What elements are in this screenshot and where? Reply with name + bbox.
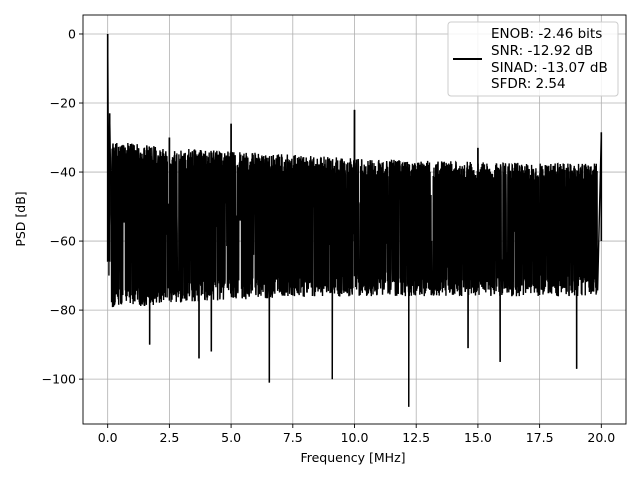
x-tick-label: 20.0 bbox=[587, 430, 615, 445]
axis-ticks: 0.0 2.5 5.0 7.5 10.0 12.5 15.0 17.5 20.0 0 −20 −40 −… bbox=[42, 26, 616, 445]
legend-box bbox=[447, 21, 619, 97]
x-axis-label: Frequency [MHz] bbox=[300, 450, 405, 465]
legend-text-enob: ENOB: -2.46 bits bbox=[491, 26, 602, 42]
x-tick-label: 15.0 bbox=[464, 430, 492, 445]
legend-text-sfdr: SFDR: 2.54 bbox=[491, 76, 566, 92]
legend-text-sinad: SINAD: -13.07 dB bbox=[491, 60, 608, 76]
y-tick-label: −100 bbox=[42, 372, 76, 387]
legend: ENOB: -2.46 bits SNR: -12.92 dB SINAD: -… bbox=[447, 21, 619, 97]
x-tick-label: 0.0 bbox=[98, 430, 118, 445]
x-tick-label: 17.5 bbox=[526, 430, 554, 445]
spectrum-trace bbox=[106, 33, 603, 407]
x-tick-label: 10.0 bbox=[341, 430, 369, 445]
y-tick-label: −40 bbox=[50, 165, 76, 180]
y-tick-label: −20 bbox=[50, 96, 76, 111]
y-tick-label: −80 bbox=[50, 303, 76, 318]
x-tick-label: 12.5 bbox=[402, 430, 430, 445]
y-tick-label: 0 bbox=[68, 26, 76, 41]
x-tick-label: 7.5 bbox=[283, 430, 303, 445]
y-tick-label: −60 bbox=[50, 234, 76, 249]
y-axis-label: PSD [dB] bbox=[13, 191, 28, 246]
legend-text-snr: SNR: -12.92 dB bbox=[491, 43, 593, 59]
x-tick-label: 5.0 bbox=[221, 430, 241, 445]
x-tick-label: 2.5 bbox=[159, 430, 179, 445]
